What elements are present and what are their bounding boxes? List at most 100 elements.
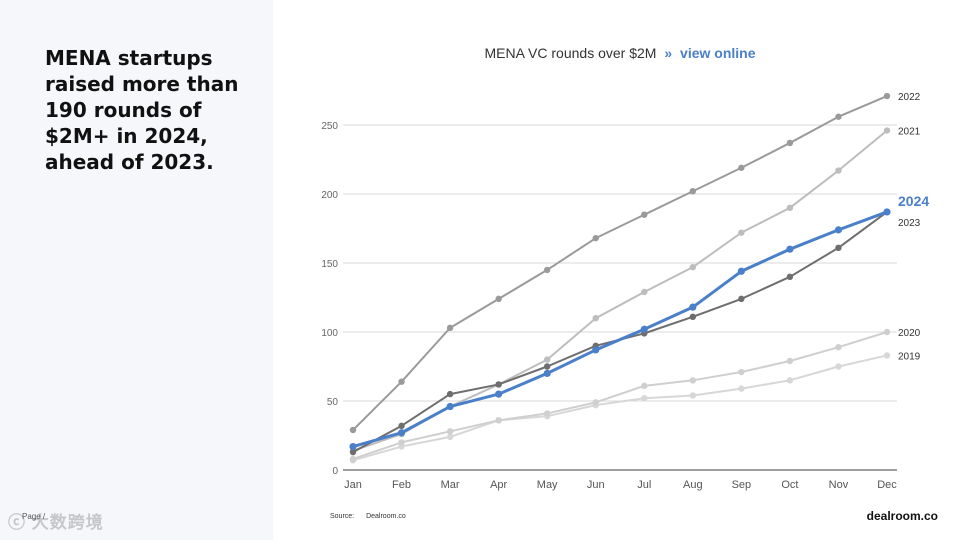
data-point (446, 433, 454, 441)
series-2022 (349, 92, 891, 434)
data-point (689, 303, 697, 311)
data-point (495, 417, 502, 424)
data-point (835, 113, 842, 120)
data-point (641, 211, 648, 218)
data-point (349, 455, 357, 463)
x-tick-label: Jan (344, 479, 362, 491)
data-point (446, 402, 454, 411)
data-point (446, 390, 454, 398)
data-point (495, 390, 503, 398)
data-point (835, 343, 842, 351)
data-point (543, 356, 551, 363)
series-lines (349, 92, 891, 464)
data-point (689, 188, 697, 195)
data-point (592, 234, 599, 242)
data-point (640, 325, 648, 333)
data-point (737, 267, 745, 275)
data-point (543, 363, 551, 370)
y-tick-labels: 0 50 100 150 200 250 (321, 121, 338, 477)
series-line-2020 (352, 331, 888, 460)
y-tick-label: 100 (321, 328, 338, 339)
data-point (689, 313, 697, 321)
data-point (786, 357, 794, 365)
x-tick-label: Nov (829, 479, 849, 491)
chart-title: MENA VC rounds over $2M » view online (280, 45, 960, 61)
data-point (738, 368, 745, 376)
series-label-2022: 2022 (898, 92, 921, 103)
data-point (543, 410, 551, 417)
x-tick-labels: Jan Feb Mar Apr May Jun Jul Aug Sep Oct Nov Dec (344, 479, 897, 491)
x-tick-label: Dec (877, 479, 897, 491)
data-point (738, 295, 745, 303)
data-point (835, 167, 842, 174)
data-point (592, 315, 599, 322)
data-point (398, 422, 405, 430)
data-point (495, 295, 502, 303)
x-tick-label: Mar (441, 479, 460, 491)
x-tick-label: May (537, 479, 558, 491)
x-tick-label: Aug (683, 479, 703, 491)
data-point (738, 164, 745, 171)
data-point (641, 288, 648, 296)
data-point (689, 263, 697, 271)
data-point (689, 392, 697, 399)
watermark: ⓒ 大数跨境 (8, 513, 104, 532)
data-point (398, 439, 405, 446)
data-point (786, 204, 794, 211)
data-point (349, 442, 357, 451)
series-2019 (349, 352, 891, 464)
data-point (349, 426, 357, 434)
view-online-link[interactable]: view online (680, 45, 756, 61)
data-point (883, 127, 891, 134)
y-tick-label: 250 (321, 121, 338, 132)
series-label-2020: 2020 (898, 328, 921, 339)
data-point (883, 328, 891, 336)
series-2024 (349, 208, 891, 451)
data-point (835, 363, 842, 370)
data-point (689, 377, 697, 384)
series-2020 (349, 328, 891, 463)
left-panel: MENA startups raised more than 190 round… (0, 0, 273, 540)
series-label-2021: 2021 (898, 127, 921, 138)
data-point (738, 385, 745, 392)
x-tick-label: Apr (490, 479, 507, 491)
headline: MENA startups raised more than 190 round… (45, 46, 239, 174)
chart-title-text: MENA VC rounds over $2M (484, 45, 657, 61)
x-tick-label: Feb (392, 479, 411, 491)
page-number: Page / (22, 512, 46, 521)
data-point (883, 208, 891, 216)
data-point (641, 382, 648, 390)
x-tick-label: Oct (781, 479, 798, 491)
data-point (883, 352, 891, 359)
y-tick-label: 200 (321, 190, 338, 201)
data-point (883, 92, 891, 100)
x-tick-label: Jul (637, 479, 651, 491)
y-tick-label: 150 (321, 259, 338, 270)
data-point (786, 139, 794, 147)
x-tick-label: Jun (587, 479, 605, 491)
data-point (446, 324, 454, 332)
data-point (543, 266, 551, 274)
data-point (834, 226, 843, 234)
data-point (543, 369, 551, 377)
source-value: Dealroom.co (366, 513, 406, 520)
series-label-2024: 2024 (898, 193, 929, 209)
series-line-2024 (352, 210, 888, 448)
data-point (397, 429, 406, 437)
data-point (786, 273, 794, 280)
data-point (398, 378, 405, 385)
data-point (786, 377, 794, 384)
series-label-2023: 2023 (898, 218, 921, 229)
data-point (835, 244, 842, 252)
series-line-2019 (352, 354, 888, 462)
series-labels: 2019 2020 2021 2022 2023 2024 (898, 92, 929, 362)
y-tick-label: 50 (327, 397, 339, 408)
series-label-2019: 2019 (898, 351, 921, 362)
source-note: Source: Dealroom.co (330, 513, 406, 520)
dealroom-logo: dealroom.co (866, 509, 938, 523)
x-tick-label: Sep (732, 479, 752, 491)
chevron-right-icon: » (664, 45, 673, 61)
source-label: Source: (330, 513, 355, 520)
data-point (738, 229, 745, 236)
